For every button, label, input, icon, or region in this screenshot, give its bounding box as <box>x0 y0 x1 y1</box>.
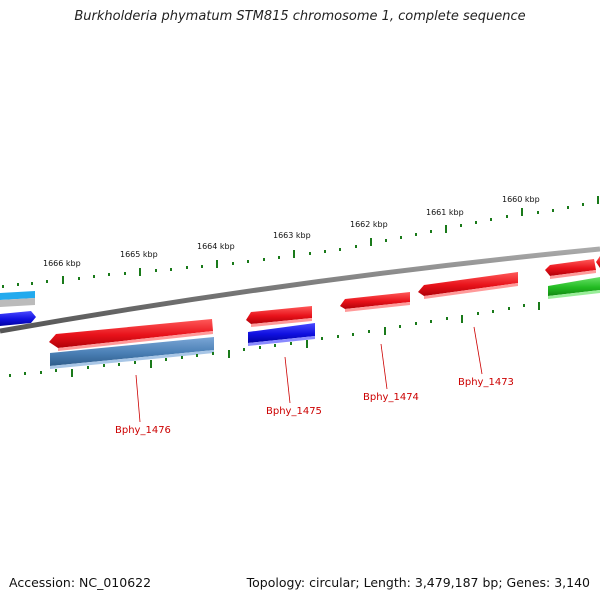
forward-strand-genes <box>0 256 600 351</box>
label-leaders <box>135 326 483 423</box>
gene-arrow <box>50 337 214 366</box>
gene-arrow <box>596 256 600 268</box>
tick-mark <box>139 268 141 276</box>
tick-mark <box>445 225 447 233</box>
gene-label: Bphy_1476 <box>115 425 171 436</box>
tick-mark <box>370 238 372 246</box>
gene-arrow <box>550 270 596 279</box>
tick-label: 1666 kbp <box>43 259 81 268</box>
tick-label: 1661 kbp <box>426 208 464 217</box>
tick-label: 1663 kbp <box>273 231 311 240</box>
reverse-strand-genes <box>50 277 600 369</box>
tick-label: 1662 kbp <box>350 220 388 229</box>
gene-arrow <box>248 323 315 343</box>
tick-mark <box>62 276 64 284</box>
gene-arrow <box>49 319 213 348</box>
gene-label: Bphy_1473 <box>458 377 514 388</box>
gene-arrow <box>0 311 36 326</box>
gene-arrow <box>424 283 518 299</box>
chromosome-backbone <box>0 246 600 334</box>
gene-label: Bphy_1474 <box>363 392 419 403</box>
tick-mark <box>597 196 599 204</box>
gene-arrow <box>548 277 600 296</box>
genome-summary: Topology: circular; Length: 3,479,187 bp… <box>246 575 590 590</box>
tick-mark <box>521 208 523 216</box>
accession-label: Accession: NC_010622 <box>9 575 152 590</box>
gene-arrow <box>251 318 312 327</box>
tick-label: 1664 kbp <box>197 242 235 251</box>
gene-arrow <box>58 331 213 351</box>
gene-arrow <box>548 290 600 299</box>
upper-tick-track <box>2 196 599 288</box>
gene-arrow <box>345 302 410 312</box>
map-title: Burkholderia phymatum STM815 chromosome … <box>74 9 526 24</box>
gene-arrow <box>0 291 35 300</box>
gene-arrow <box>418 272 518 296</box>
tick-label: 1665 kbp <box>120 250 158 259</box>
gene-arrow <box>340 292 410 309</box>
tick-mark <box>293 250 295 258</box>
gene-arrow <box>248 336 315 346</box>
tick-label: 1660 kbp <box>502 195 540 204</box>
tick-mark <box>216 260 218 268</box>
lower-tick-track <box>9 302 540 377</box>
gene-label: Bphy_1475 <box>266 406 322 417</box>
gene-arrow <box>246 306 312 324</box>
gene-arrow <box>50 350 214 369</box>
gene-arrow <box>545 259 596 276</box>
gene-arrow <box>0 298 35 307</box>
